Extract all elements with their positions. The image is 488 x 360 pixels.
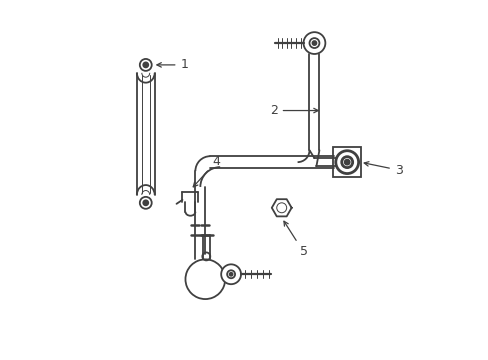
Circle shape	[341, 156, 352, 168]
Circle shape	[312, 41, 316, 45]
Circle shape	[303, 32, 325, 54]
Circle shape	[143, 201, 148, 205]
Circle shape	[221, 264, 241, 284]
Circle shape	[226, 270, 235, 278]
Text: 4: 4	[193, 155, 220, 187]
Circle shape	[140, 197, 151, 209]
FancyBboxPatch shape	[333, 147, 360, 177]
Circle shape	[309, 38, 319, 48]
Circle shape	[140, 59, 151, 71]
Text: 2: 2	[269, 104, 318, 117]
Circle shape	[229, 273, 232, 276]
Circle shape	[143, 62, 148, 67]
Text: 5: 5	[284, 221, 307, 258]
Text: 1: 1	[157, 58, 188, 71]
Circle shape	[344, 159, 349, 165]
Circle shape	[335, 150, 358, 174]
Text: 3: 3	[364, 162, 402, 176]
Circle shape	[345, 160, 348, 164]
